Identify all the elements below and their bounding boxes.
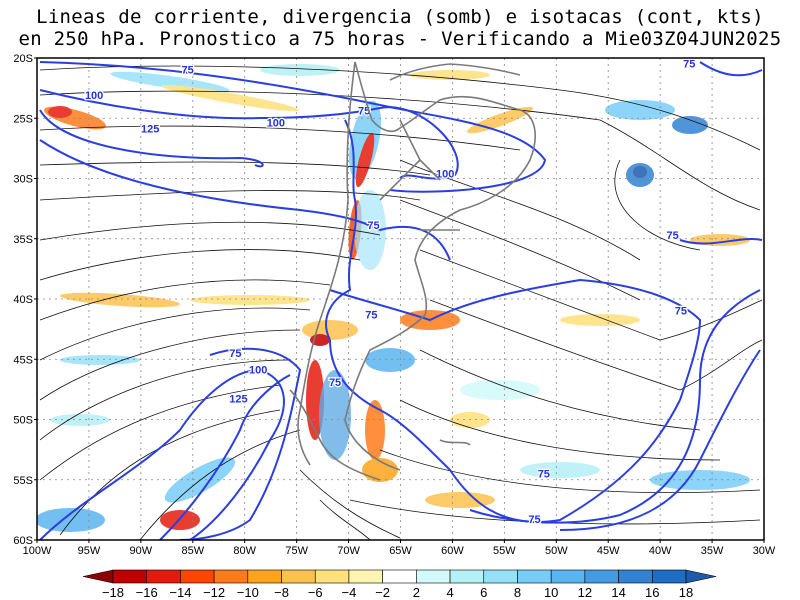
lon-label-90W: 90W bbox=[130, 545, 153, 557]
colorbar-swatch bbox=[146, 569, 181, 584]
colorbar-tick-label: 8 bbox=[514, 585, 521, 600]
colorbar-swatch bbox=[483, 569, 518, 584]
isotach-label: 75 bbox=[666, 230, 678, 242]
lon-label-60W: 60W bbox=[441, 545, 464, 557]
colorbar-tick-label: −18 bbox=[102, 585, 124, 600]
colorbar-tick-label: 14 bbox=[611, 585, 625, 600]
isotach-label: 75 bbox=[528, 514, 540, 526]
lon-label-100W: 100W bbox=[23, 545, 52, 557]
colorbar-tick-label: −16 bbox=[136, 585, 158, 600]
lat-label-55S: 55S bbox=[13, 475, 33, 487]
isotach-label: 100 bbox=[249, 365, 267, 377]
isotach-label: 75 bbox=[675, 306, 687, 318]
isotach-label: 75 bbox=[367, 220, 379, 232]
colorbar-swatch bbox=[618, 569, 653, 584]
lat-label-20S: 20S bbox=[13, 53, 33, 65]
lon-label-30W: 30W bbox=[753, 545, 776, 557]
lon-label-95W: 95W bbox=[78, 545, 101, 557]
isotach-label: 125 bbox=[229, 394, 247, 406]
colorbar-swatch bbox=[449, 569, 485, 584]
colorbar-tick-label: −10 bbox=[237, 585, 259, 600]
lon-label-55W: 55W bbox=[493, 545, 516, 557]
isotach-contours bbox=[39, 61, 763, 540]
lon-label-35W: 35W bbox=[701, 545, 724, 557]
latitude-labels: 20S 25S 30S 35S 40S 45S 50S 55S 60S bbox=[13, 53, 37, 547]
lon-label-85W: 85W bbox=[181, 545, 204, 557]
colorbar-tick-label: −4 bbox=[342, 585, 357, 600]
colorbar-swatch bbox=[382, 569, 417, 584]
isotach-label: 75 bbox=[181, 65, 193, 77]
lat-label-50S: 50S bbox=[13, 415, 33, 427]
colorbar-swatch bbox=[281, 569, 316, 584]
colorbar-tick-label: 6 bbox=[480, 585, 487, 600]
colorbar-tick-label: −14 bbox=[169, 585, 191, 600]
longitude-labels: 100W 95W 90W 85W 80W 75W 70W 65W 60W 55W 50W 45W 40W… bbox=[23, 540, 776, 557]
colorbar-tick-label: 2 bbox=[413, 585, 420, 600]
lon-label-50W: 50W bbox=[545, 545, 568, 557]
lon-label-65W: 65W bbox=[389, 545, 412, 557]
isotach-label: 75 bbox=[365, 309, 377, 321]
colorbar-swatch bbox=[247, 569, 282, 584]
colorbar-swatch bbox=[517, 569, 552, 584]
lon-label-45W: 45W bbox=[597, 545, 620, 557]
isotach-label: 100 bbox=[436, 168, 454, 180]
colorbar-tick-label: −2 bbox=[375, 585, 390, 600]
lat-label-25S: 25S bbox=[13, 113, 33, 125]
colorbar-swatch bbox=[314, 569, 350, 584]
lat-label-30S: 30S bbox=[13, 174, 33, 186]
streamlines bbox=[39, 65, 763, 540]
colorbar-tick-label: −12 bbox=[203, 585, 225, 600]
colorbar-swatch bbox=[584, 569, 619, 584]
lon-label-40W: 40W bbox=[649, 545, 672, 557]
isotach-label: 125 bbox=[141, 124, 159, 136]
colorbar-swatch bbox=[416, 569, 451, 584]
colorbar-swatch bbox=[180, 569, 215, 584]
lat-lon-gridlines bbox=[37, 58, 764, 540]
colorbar-tick-label: 18 bbox=[679, 585, 693, 600]
colorbar-swatch bbox=[550, 569, 586, 584]
colorbar-tick-label: 4 bbox=[446, 585, 453, 600]
lat-label-60S: 60S bbox=[13, 535, 33, 547]
isotach-label: 100 bbox=[85, 90, 103, 102]
colorbar-swatch bbox=[348, 569, 383, 584]
isotach-label: 75 bbox=[229, 348, 241, 360]
isotach-label: 75 bbox=[329, 377, 341, 389]
lat-label-40S: 40S bbox=[13, 294, 33, 306]
lat-label-35S: 35S bbox=[13, 234, 33, 246]
colorbar-tick-label: 10 bbox=[544, 585, 558, 600]
colorbar-tick-label: −6 bbox=[308, 585, 323, 600]
colorbar-tick-label: 12 bbox=[578, 585, 592, 600]
lat-label-45S: 45S bbox=[13, 354, 33, 366]
isotach-label: 75 bbox=[683, 59, 695, 71]
map-title-line2: en 250 hPa. Pronostico a 75 horas - Veri… bbox=[18, 28, 782, 50]
colorbar-right-arrow bbox=[685, 569, 717, 584]
map-title-line1: Lineas de corriente, divergencia (somb) … bbox=[36, 6, 764, 28]
colorbar-left-arrow bbox=[82, 569, 114, 584]
colorbar-swatch bbox=[112, 569, 148, 584]
isotach-label: 100 bbox=[267, 118, 285, 130]
colorbar-swatch bbox=[213, 569, 249, 584]
lon-label-70W: 70W bbox=[337, 545, 360, 557]
isotach-label: 75 bbox=[538, 468, 550, 480]
lon-label-80W: 80W bbox=[233, 545, 256, 557]
colorbar-tick-label: −8 bbox=[274, 585, 289, 600]
colorbar: −18 −16 −14 −12 −10 −8 −6 −4 −2 2 4 6 8 10 12 14 16 18 bbox=[82, 569, 717, 600]
lon-label-75W: 75W bbox=[285, 545, 308, 557]
colorbar-tick-label: 16 bbox=[645, 585, 659, 600]
colorbar-swatch bbox=[651, 569, 687, 584]
coastlines bbox=[289, 61, 536, 481]
